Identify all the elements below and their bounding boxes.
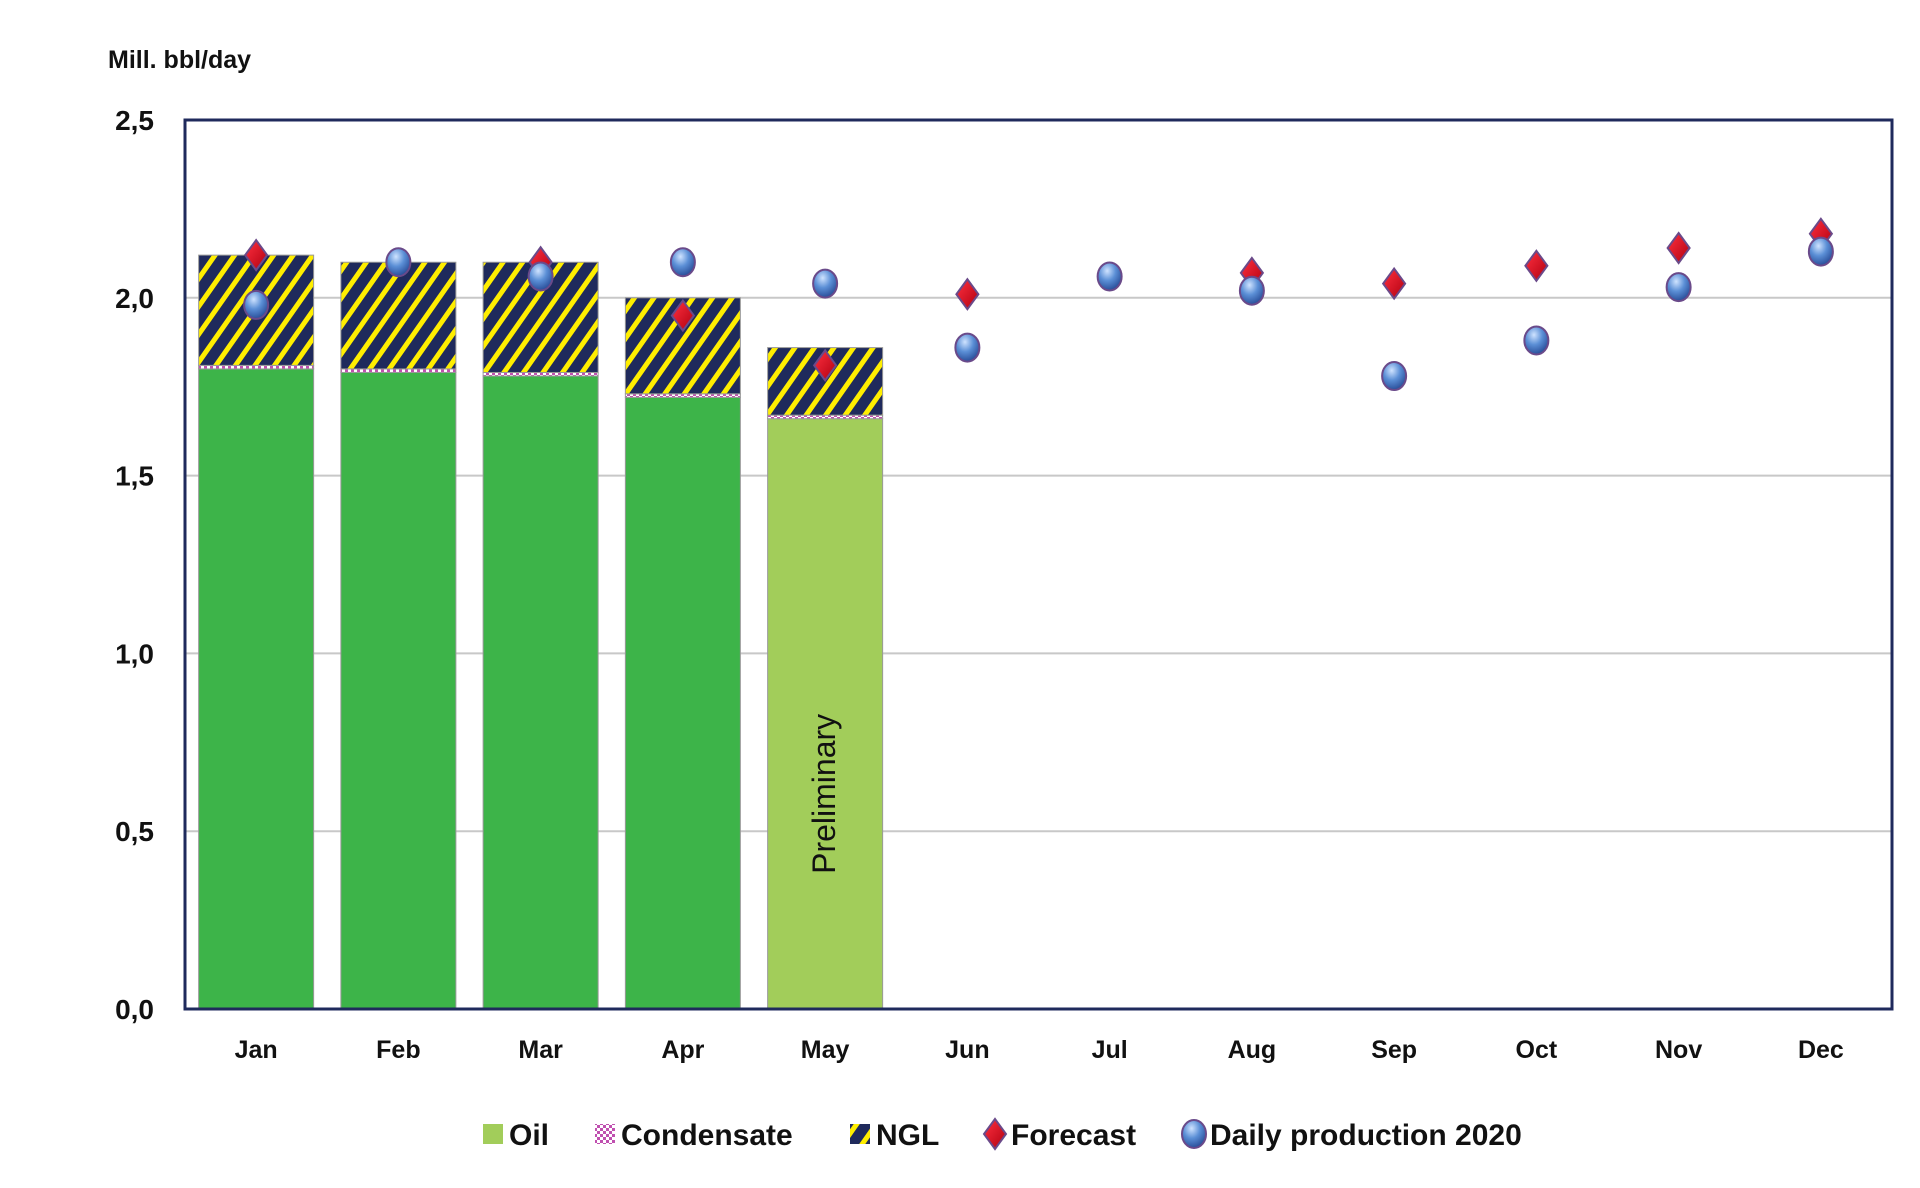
- y-tick-label: 1,5: [115, 461, 154, 492]
- x-tick-label: Apr: [661, 1036, 704, 1064]
- oil-bar: [767, 418, 884, 1010]
- x-tick-label: Dec: [1798, 1036, 1844, 1064]
- x-tick-label: Mar: [518, 1036, 563, 1064]
- daily-production-marker: [1096, 261, 1123, 292]
- y-tick-label: 0,5: [115, 816, 154, 847]
- daily-production-marker: [1238, 275, 1265, 306]
- y-tick-label: 1,0: [115, 638, 154, 669]
- preliminary-annotation: Preliminary: [806, 714, 842, 874]
- legend-ngl-swatch: [850, 1124, 870, 1144]
- legend-oil-swatch: [483, 1124, 503, 1144]
- forecast-marker: [1524, 249, 1549, 283]
- oil-bar: [482, 375, 599, 1010]
- y-tick-label: 2,0: [115, 283, 154, 314]
- x-tick-label: May: [801, 1036, 850, 1064]
- forecast-marker: [812, 348, 838, 383]
- y-tick-label: 2,5: [115, 105, 154, 136]
- legend-label: Condensate: [621, 1119, 793, 1152]
- daily-production-marker: [1807, 236, 1834, 267]
- legend-label: NGL: [876, 1119, 939, 1152]
- daily-production-marker: [1381, 361, 1408, 392]
- y-tick-label: 0,0: [115, 994, 154, 1025]
- daily-production-marker: [385, 247, 412, 278]
- daily-production-marker: [1523, 325, 1550, 356]
- legend-label: Forecast: [1011, 1119, 1136, 1152]
- x-tick-label: Aug: [1228, 1036, 1277, 1064]
- condensate-bar: [767, 414, 884, 420]
- legend-forecast-marker: [982, 1117, 1008, 1151]
- legend-label: Oil: [509, 1119, 549, 1152]
- condensate-bar: [340, 368, 457, 373]
- condensate-bar: [624, 393, 741, 398]
- daily-production-marker: [954, 332, 981, 363]
- forecast-marker: [1666, 231, 1691, 265]
- oil-bar: [340, 371, 457, 1010]
- legend: Oil Condensate NGL Forecast Daily production…: [483, 1117, 1522, 1152]
- daily-production-marker: [243, 289, 270, 320]
- condensate-bar: [198, 364, 315, 370]
- forecast-marker: [670, 298, 696, 333]
- x-tick-label: Oct: [1516, 1036, 1558, 1064]
- oil-bar: [198, 368, 315, 1010]
- daily-production-marker: [1665, 272, 1692, 303]
- forecast-marker: [243, 238, 269, 272]
- x-tick-label: Sep: [1371, 1036, 1417, 1064]
- x-tick-label: Nov: [1655, 1036, 1702, 1064]
- daily-production-marker: [527, 261, 554, 292]
- forecast-marker: [1381, 266, 1407, 301]
- y-axis-label: Mill. bbl/day: [108, 46, 251, 74]
- legend-condensate-swatch: [595, 1124, 615, 1144]
- ngl-bar: [340, 261, 457, 370]
- plot-frame: [183, 118, 1894, 1011]
- daily-production-marker: [812, 268, 839, 299]
- oil-bar: [624, 396, 741, 1010]
- daily-production-marker: [669, 247, 696, 278]
- forecast-marker: [955, 277, 980, 311]
- condensate-bar: [482, 371, 599, 377]
- x-tick-label: Jan: [235, 1036, 278, 1064]
- legend-daily-marker: [1181, 1119, 1207, 1149]
- x-tick-label: Feb: [376, 1036, 420, 1064]
- x-tick-label: Jun: [945, 1036, 989, 1064]
- legend-label: Daily production 2020: [1210, 1119, 1522, 1152]
- x-tick-label: Jul: [1092, 1036, 1128, 1064]
